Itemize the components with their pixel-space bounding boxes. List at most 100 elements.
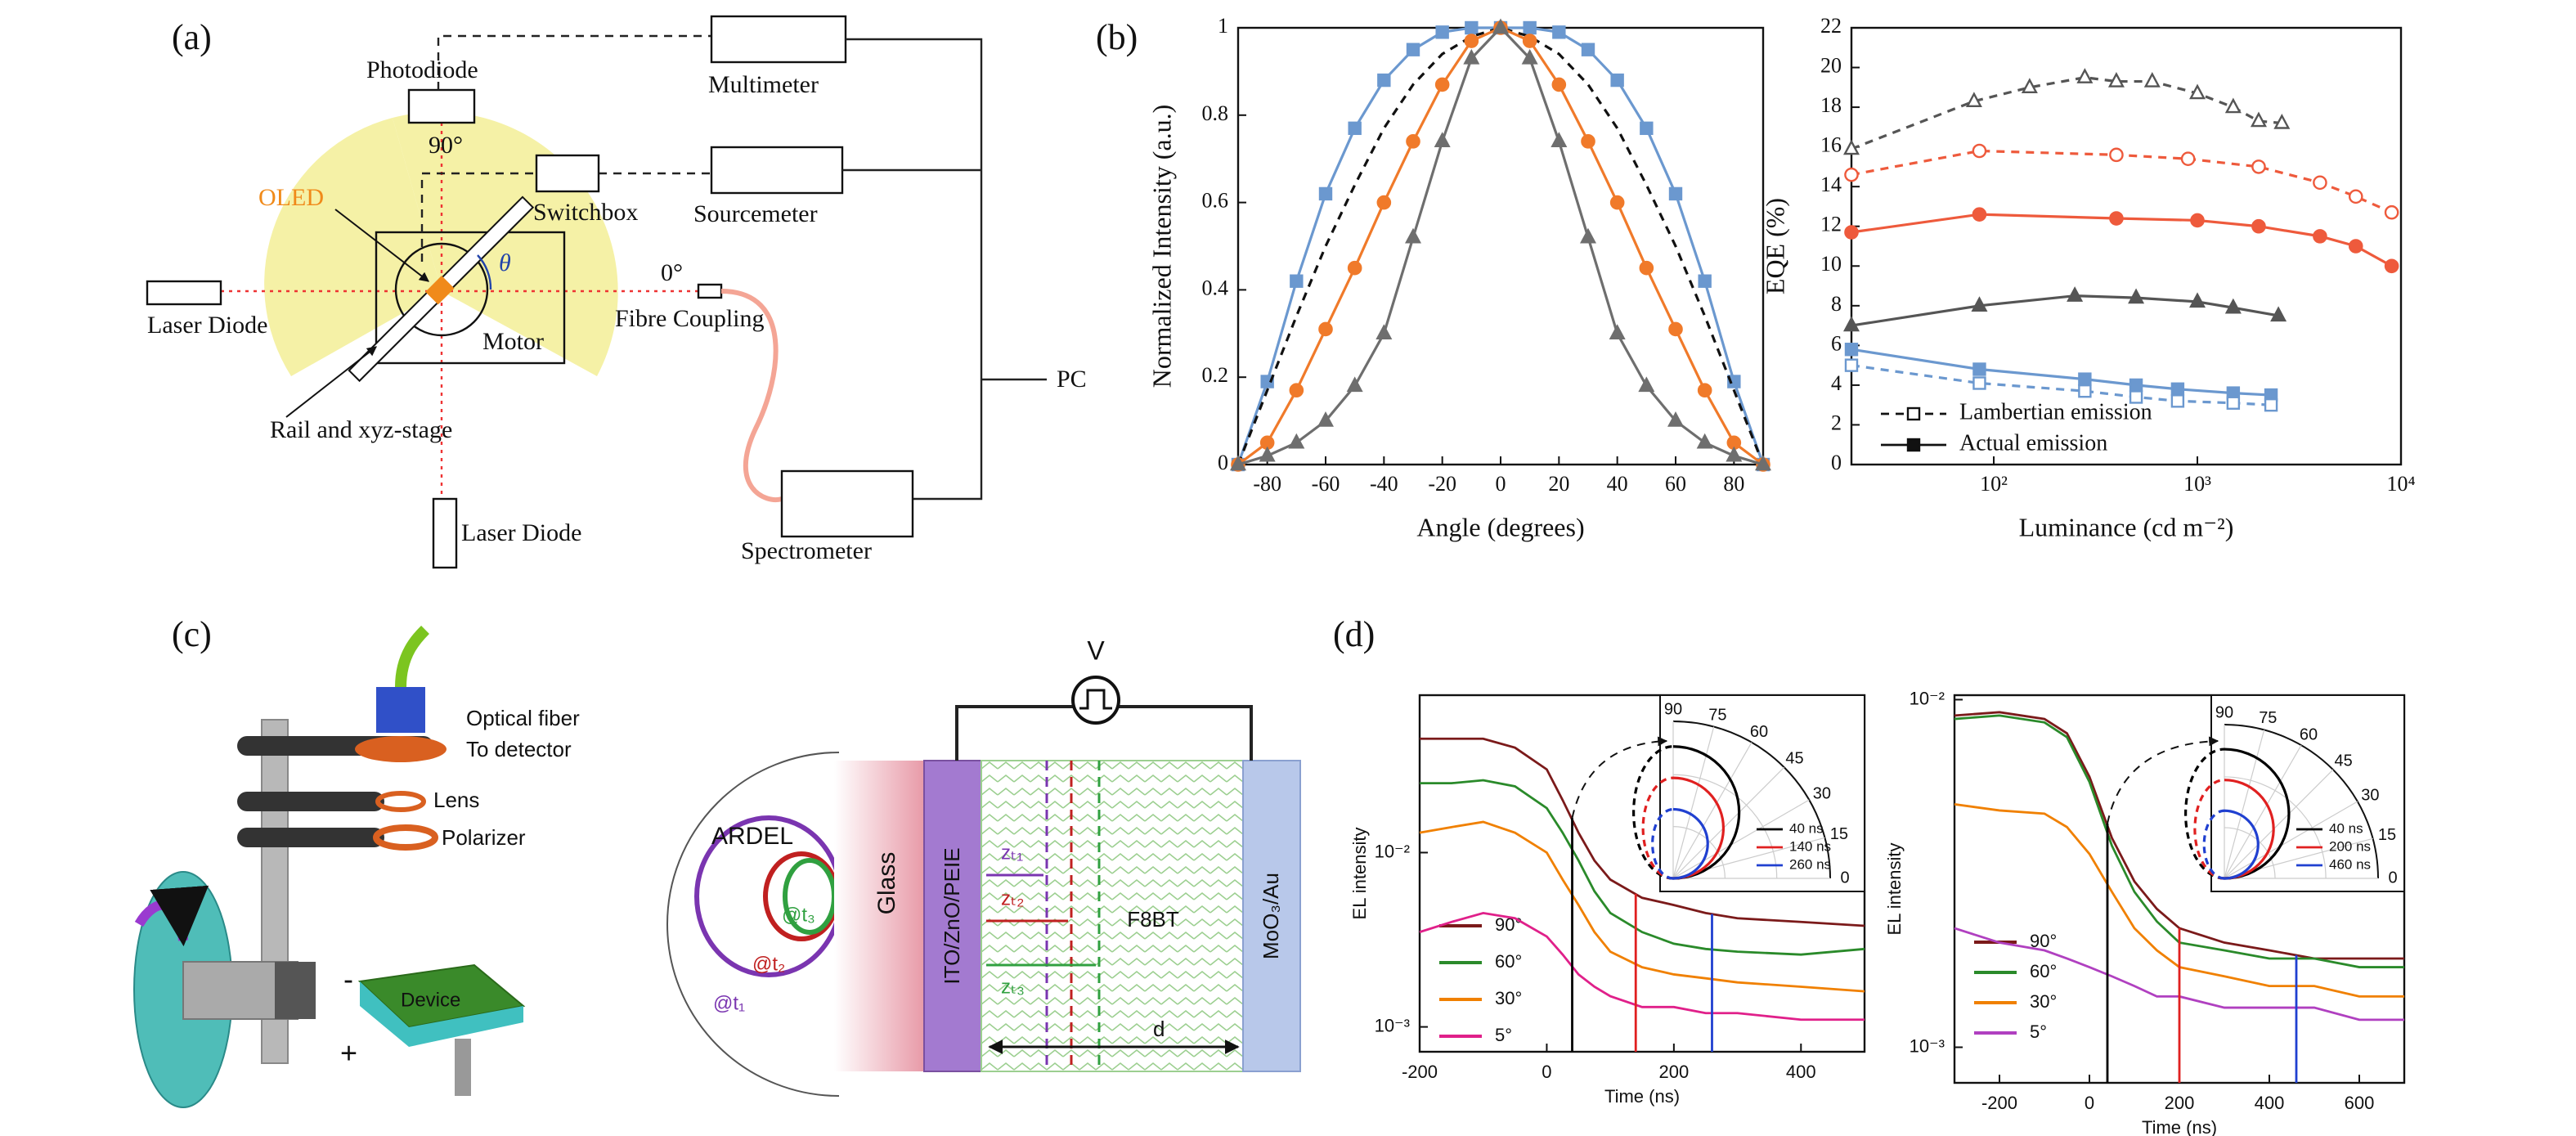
- label: +: [340, 1036, 357, 1070]
- marker: [1551, 77, 1567, 92]
- legend-label: 60°: [2030, 961, 2057, 981]
- marker: [1697, 383, 1712, 398]
- y-tick-label: 12: [1820, 213, 1842, 236]
- label: Switchbox: [533, 199, 638, 226]
- y-tick-label: 4: [1831, 371, 1842, 395]
- arrow: [285, 346, 377, 418]
- marker: [1698, 274, 1712, 288]
- inset-profile: [2224, 748, 2291, 880]
- series-line: [1954, 711, 2404, 960]
- x-tick-label: -60: [1312, 472, 1340, 496]
- marker: [2226, 396, 2241, 410]
- x-axis-label: Luminance (cd m⁻²): [2019, 512, 2234, 541]
- x-axis-label: Time (ns): [1604, 1086, 1680, 1107]
- label: F8BT: [1127, 907, 1179, 932]
- marker: [2264, 397, 2278, 412]
- legend-label: 5°: [1495, 1025, 1512, 1045]
- marker: [2251, 218, 2266, 234]
- marker: [2250, 111, 2267, 128]
- x-tick-label: 10³: [2183, 472, 2211, 496]
- laser-box: [432, 497, 458, 569]
- plot-frame: [1850, 26, 2403, 466]
- marker: [2224, 298, 2242, 314]
- x-tick-label: 60: [1665, 472, 1686, 496]
- y-tick-label: 0: [1218, 451, 1228, 474]
- label: Rail and xyz-stage: [270, 416, 452, 443]
- x-tick-label: 10⁴: [2386, 472, 2415, 496]
- y-tick-label: 10⁻²: [1375, 841, 1410, 861]
- x-tick-label: 200: [2165, 1093, 2195, 1113]
- x-tick-label: 200: [1658, 1062, 1689, 1082]
- multimeter-box: [710, 15, 847, 64]
- wires: [842, 38, 1047, 501]
- rail: [348, 195, 535, 383]
- inset-profile: [1672, 807, 1709, 880]
- inset-angle-label: 60: [2300, 725, 2318, 743]
- inset-angle-label: 0: [2388, 869, 2397, 887]
- label: Optical fiber: [466, 706, 580, 730]
- label: Photodiode: [366, 56, 478, 83]
- marker: [2273, 113, 2291, 129]
- marker: [2078, 384, 2092, 398]
- marker: [1346, 376, 1363, 393]
- inset-legend-label: 200 ns: [2329, 838, 2371, 854]
- series-line: [1236, 26, 1765, 465]
- x-tick-label: -80: [1253, 472, 1281, 496]
- marker: [1348, 121, 1362, 136]
- marker: [2384, 258, 2399, 274]
- marker: [1405, 227, 1421, 244]
- marker: [2021, 78, 2038, 94]
- inset-angle-label: 90: [1664, 700, 1682, 718]
- marker: [1610, 73, 1624, 88]
- marker: [1668, 321, 1683, 337]
- panel-label: (a): [172, 17, 212, 57]
- fiber: [395, 626, 429, 688]
- inset-profile: [1672, 745, 1741, 880]
- mount: [355, 736, 447, 762]
- marker: [1318, 321, 1333, 337]
- y-tick-label: 10⁻³: [1375, 1015, 1410, 1035]
- marker: [1580, 227, 1596, 244]
- inset-angle-label: 15: [1830, 825, 1848, 843]
- marker: [1609, 324, 1626, 339]
- x-tick-label: -20: [1428, 472, 1456, 496]
- y-tick-label: 8: [1831, 292, 1842, 316]
- legend-label: 5°: [2030, 1022, 2047, 1042]
- arrow: [334, 209, 429, 282]
- y-tick-label: 6: [1831, 331, 1842, 355]
- marker: [2067, 286, 2084, 302]
- marker: [1639, 260, 1654, 276]
- marker: [1434, 132, 1451, 148]
- photodiode-box: [407, 88, 476, 124]
- series-line: [1237, 26, 1764, 466]
- x-tick-label: -200: [1981, 1093, 2017, 1113]
- post: [455, 1039, 471, 1096]
- y-tick-label: 0.6: [1202, 189, 1229, 213]
- marker: [2078, 372, 2092, 386]
- marker: [1906, 438, 1921, 452]
- marker: [2170, 394, 2185, 408]
- marker: [1463, 48, 1480, 65]
- rod: [237, 828, 384, 847]
- series-line: [1237, 25, 1764, 466]
- rotation-arrow: [134, 885, 209, 947]
- x-tick-label: 400: [2255, 1093, 2285, 1113]
- marker: [1522, 34, 1537, 48]
- y-tick-label: 10⁻³: [1910, 1035, 1945, 1056]
- marker: [1640, 121, 1654, 136]
- marker: [1843, 316, 1860, 332]
- ito: [923, 760, 982, 1072]
- label: ITO/ZnO/PEIE: [940, 847, 964, 984]
- label: To detector: [466, 737, 572, 761]
- legend-label: Actual emission: [1959, 430, 2107, 456]
- label: Polarizer: [442, 825, 526, 850]
- inset-grid: [2224, 744, 2302, 879]
- inset-legend-label: 260 ns: [1789, 856, 1831, 872]
- lens: [375, 791, 426, 812]
- glass: [834, 761, 924, 1071]
- label: OLED: [258, 184, 324, 211]
- marker: [1581, 43, 1595, 56]
- marker: [2170, 382, 2185, 396]
- label: @t₃: [782, 904, 815, 926]
- marker: [1972, 376, 1986, 390]
